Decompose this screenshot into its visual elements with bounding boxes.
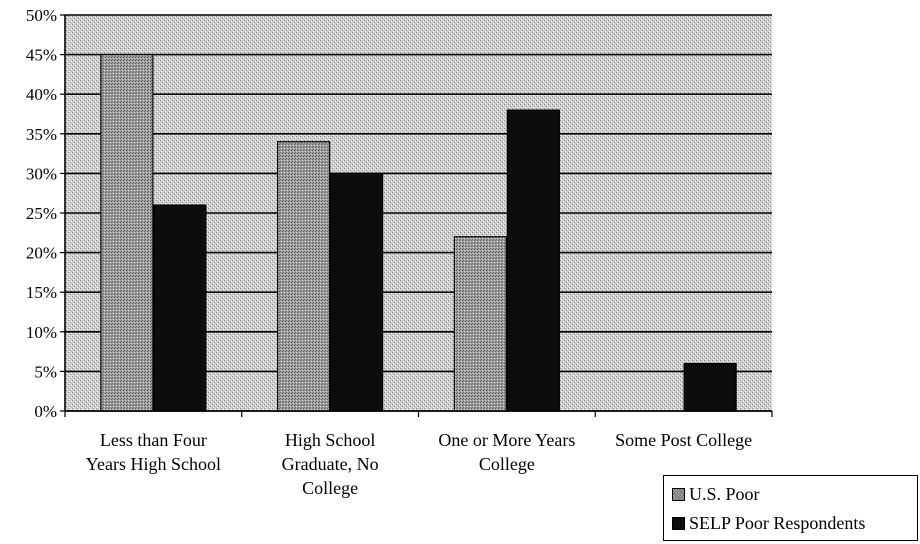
y-tick-label: 15% xyxy=(26,283,57,302)
bar-selp-poor xyxy=(506,109,560,412)
y-axis-tick-labels: 0% 5% 10% 15% 20% 25% 30% 35% 40% 45% 50% xyxy=(26,6,57,421)
bar-us-poor xyxy=(277,141,331,412)
legend-item-us-poor: U.S. Poor xyxy=(672,480,917,509)
y-tick-label: 10% xyxy=(26,323,57,342)
x-category-label: High School Graduate, No College xyxy=(282,430,379,498)
legend-swatch-selp-poor xyxy=(672,517,685,530)
y-tick-label: 5% xyxy=(34,362,57,381)
legend-label-selp-poor: SELP Poor Respondents xyxy=(689,513,866,533)
bar-us-poor xyxy=(453,236,507,412)
bar-selp-poor xyxy=(153,204,207,412)
y-tick-label: 35% xyxy=(26,125,57,144)
bar-selp-poor xyxy=(683,362,737,412)
x-category-label: Less than Four Years High School xyxy=(86,430,221,474)
legend-label-us-poor: U.S. Poor xyxy=(689,484,760,504)
y-tick-label: 25% xyxy=(26,204,57,223)
legend-swatch-us-poor xyxy=(672,488,685,501)
legend: U.S. Poor SELP Poor Respondents xyxy=(663,475,918,541)
x-category-label: One or More Years College xyxy=(438,430,575,474)
bar-us-poor xyxy=(100,53,154,412)
axes xyxy=(64,15,773,417)
y-tick-label: 0% xyxy=(34,402,57,421)
bars xyxy=(100,53,737,412)
y-tick-label: 30% xyxy=(26,164,57,183)
y-tick-label: 20% xyxy=(26,244,57,263)
bar-selp-poor xyxy=(330,172,384,412)
y-tick-label: 40% xyxy=(26,85,57,104)
y-tick-label: 50% xyxy=(26,6,57,25)
y-tick-label: 45% xyxy=(26,46,57,65)
legend-item-selp-poor: SELP Poor Respondents xyxy=(672,509,917,538)
x-category-label: Some Post College xyxy=(615,430,752,450)
x-axis-category-labels: Less than Four Years High School High Scho… xyxy=(86,430,752,498)
